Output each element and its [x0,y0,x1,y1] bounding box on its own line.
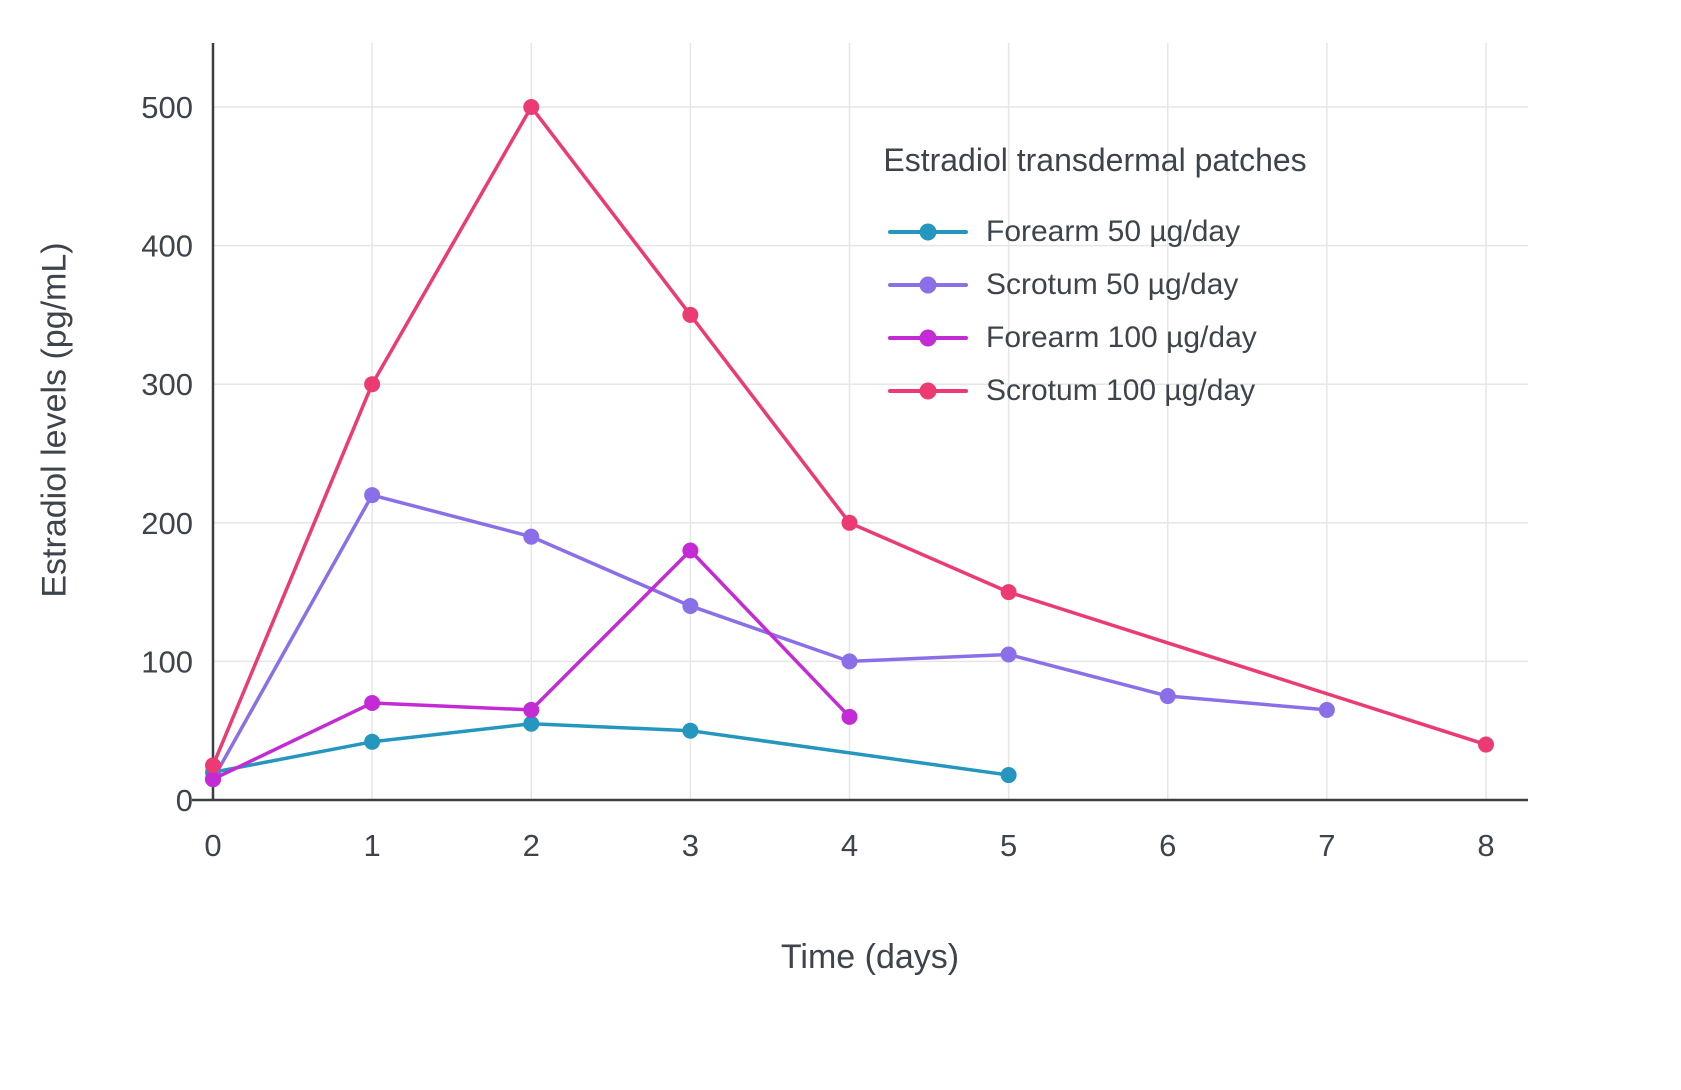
legend: Estradiol transdermal patches Forearm 50… [828,142,1362,417]
data-point-marker [523,528,540,545]
x-tick-label: 7 [1318,828,1335,863]
legend-item[interactable]: Scrotum 100 µg/day [828,364,1362,417]
y-tick-label: 200 [141,506,193,541]
legend-swatch [888,276,968,294]
y-tick-label: 100 [141,644,193,679]
data-point-marker [364,376,381,393]
x-tick-label: 3 [682,828,699,863]
legend-item[interactable]: Forearm 50 µg/day [828,205,1362,258]
series-line [211,722,1011,777]
legend-swatch [888,329,968,347]
data-point-marker [205,771,221,788]
legend-label: Scrotum 100 µg/day [986,373,1256,407]
x-tick-label: 2 [523,828,540,863]
y-axis-title: Estradiol levels (pg/mL) [35,242,74,598]
legend-item[interactable]: Forearm 100 µg/day [828,311,1362,364]
data-point-marker [1318,701,1335,718]
data-point-marker [682,542,699,559]
data-point-marker [682,306,699,323]
data-point-marker [841,514,858,531]
legend-label: Forearm 100 µg/day [986,320,1257,354]
legend-swatch [888,223,968,241]
data-point-marker [1000,584,1017,601]
data-point-marker [364,733,381,750]
data-point-marker [1159,688,1176,705]
data-point-marker [682,722,699,739]
series-scrotum-100-g-day [205,99,1494,774]
legend-swatch [888,382,968,400]
x-tick-label: 6 [1159,828,1176,863]
y-tick-label: 0 [176,783,193,818]
y-tick-label: 500 [141,90,193,125]
series-line [211,493,1329,781]
data-point-marker [841,653,858,670]
data-point-marker [682,597,699,614]
x-tick-label: 0 [204,828,221,863]
data-point-marker [364,487,381,504]
data-point-marker [523,701,540,718]
data-point-marker [1000,646,1017,663]
legend-item[interactable]: Scrotum 50 µg/day [828,258,1362,311]
data-point-marker [523,715,540,732]
legend-label: Scrotum 50 µg/day [986,267,1239,301]
x-tick-label: 8 [1477,828,1494,863]
x-tick-label: 5 [1000,828,1017,863]
x-tick-label: 1 [364,828,381,863]
y-tick-label: 400 [141,229,193,264]
data-point-marker [523,99,540,115]
data-point-marker [841,708,858,725]
series-forearm-100-g-day [205,542,858,788]
data-point-marker [205,757,221,774]
data-point-marker [1478,736,1494,753]
legend-title: Estradiol transdermal patches [883,142,1307,178]
y-tick-label: 300 [141,367,193,402]
x-tick-label: 4 [841,828,858,863]
data-point-marker [1000,767,1017,784]
legend-label: Forearm 50 µg/day [986,214,1241,248]
data-point-marker [364,694,381,711]
x-axis-title: Time (days) [780,938,960,976]
